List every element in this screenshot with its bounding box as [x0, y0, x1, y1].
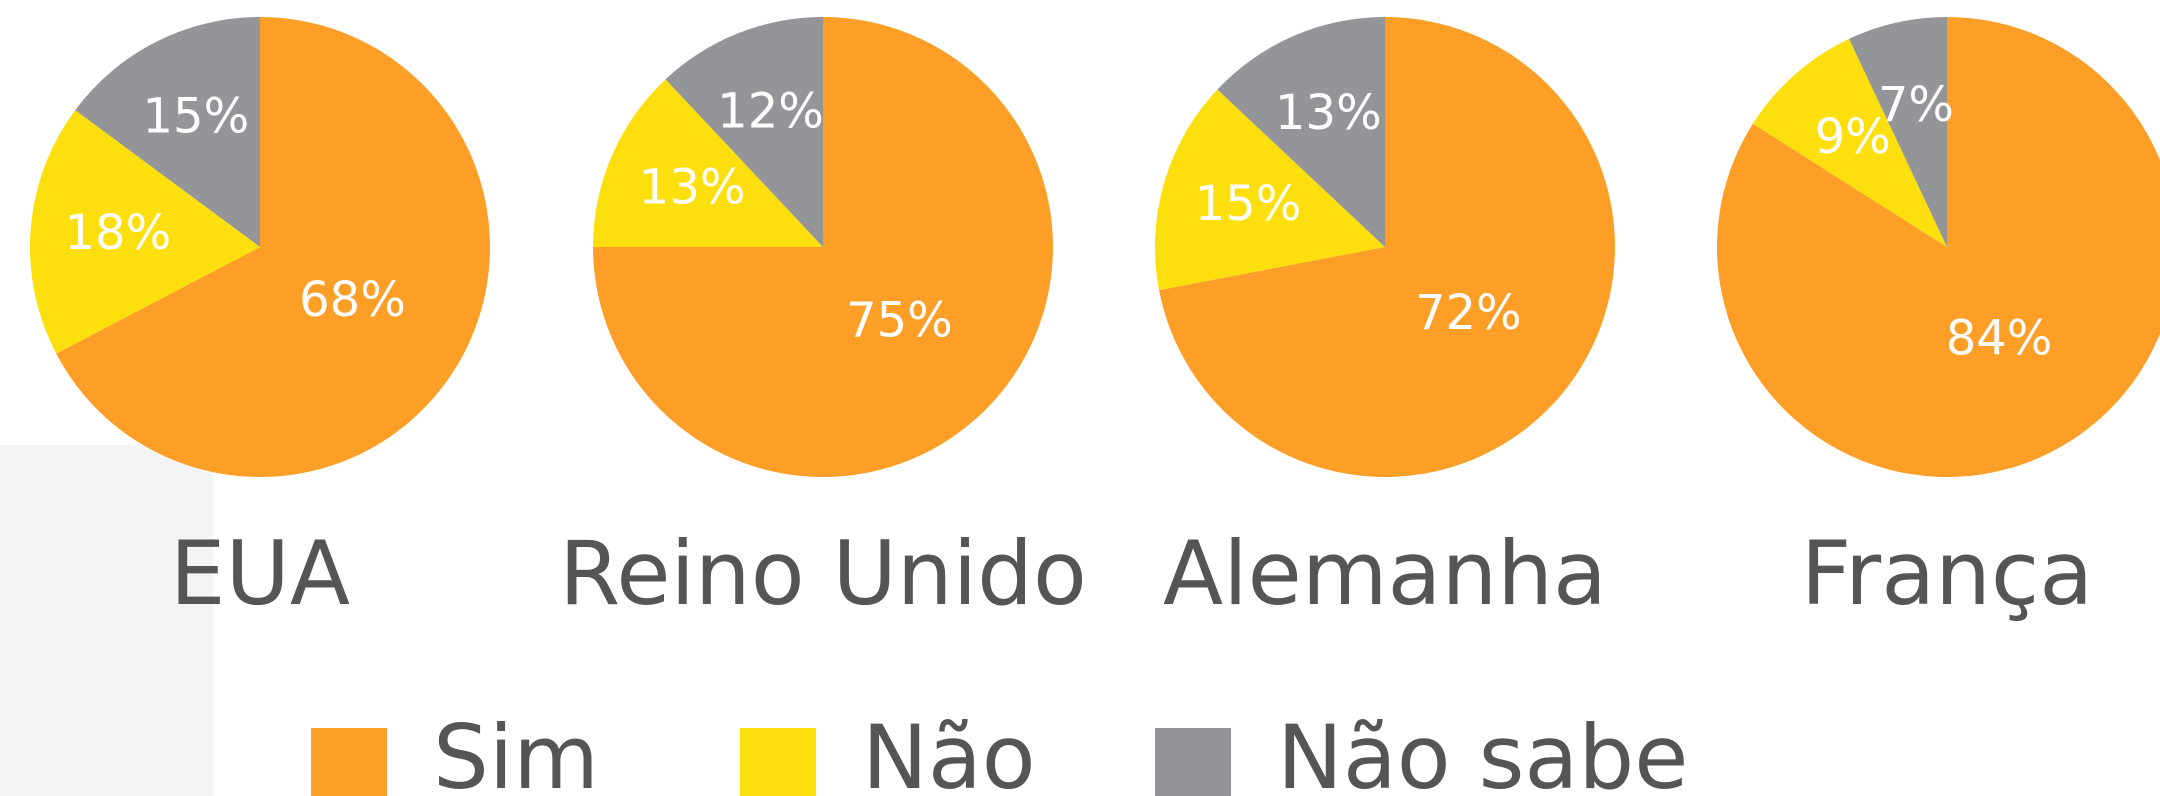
- pie-slice: [1217, 17, 1385, 247]
- pie-slice: [56, 17, 491, 477]
- pie-slice: [665, 17, 823, 247]
- value-label: 13%: [1275, 85, 1382, 141]
- value-label: 68%: [299, 272, 406, 328]
- value-label: 13%: [639, 159, 746, 215]
- background-panel: [0, 445, 213, 796]
- legend-swatch: [311, 728, 387, 796]
- pie-slice: [1159, 17, 1615, 478]
- value-label: 12%: [717, 83, 824, 139]
- category-label: Alemanha: [1163, 522, 1607, 625]
- category-label: França: [1801, 522, 2093, 625]
- legend-label: Não: [862, 706, 1036, 796]
- pie-slice: [1752, 38, 1947, 248]
- value-label: 15%: [143, 89, 250, 145]
- category-label: Reino Unido: [559, 522, 1087, 625]
- legend-label: Não sabe: [1277, 706, 1688, 796]
- pie-slice: [75, 16, 260, 247]
- legend-label: Sim: [433, 706, 599, 796]
- pie-slice: [30, 110, 261, 354]
- legend-swatch: [740, 728, 816, 796]
- legend-swatch: [1155, 728, 1231, 796]
- value-label: 72%: [1415, 285, 1522, 341]
- value-label: 75%: [846, 292, 953, 348]
- value-label: 7%: [1878, 77, 1954, 133]
- value-label: 84%: [1946, 311, 2053, 367]
- pie-slice: [593, 79, 823, 247]
- category-label: EUA: [170, 522, 350, 625]
- pie-slice: [1717, 17, 2160, 477]
- pie-slice: [1849, 17, 1947, 247]
- value-label: 9%: [1815, 109, 1891, 165]
- value-label: 18%: [64, 205, 171, 261]
- value-label: 15%: [1195, 176, 1302, 232]
- pie-slice: [1155, 89, 1385, 291]
